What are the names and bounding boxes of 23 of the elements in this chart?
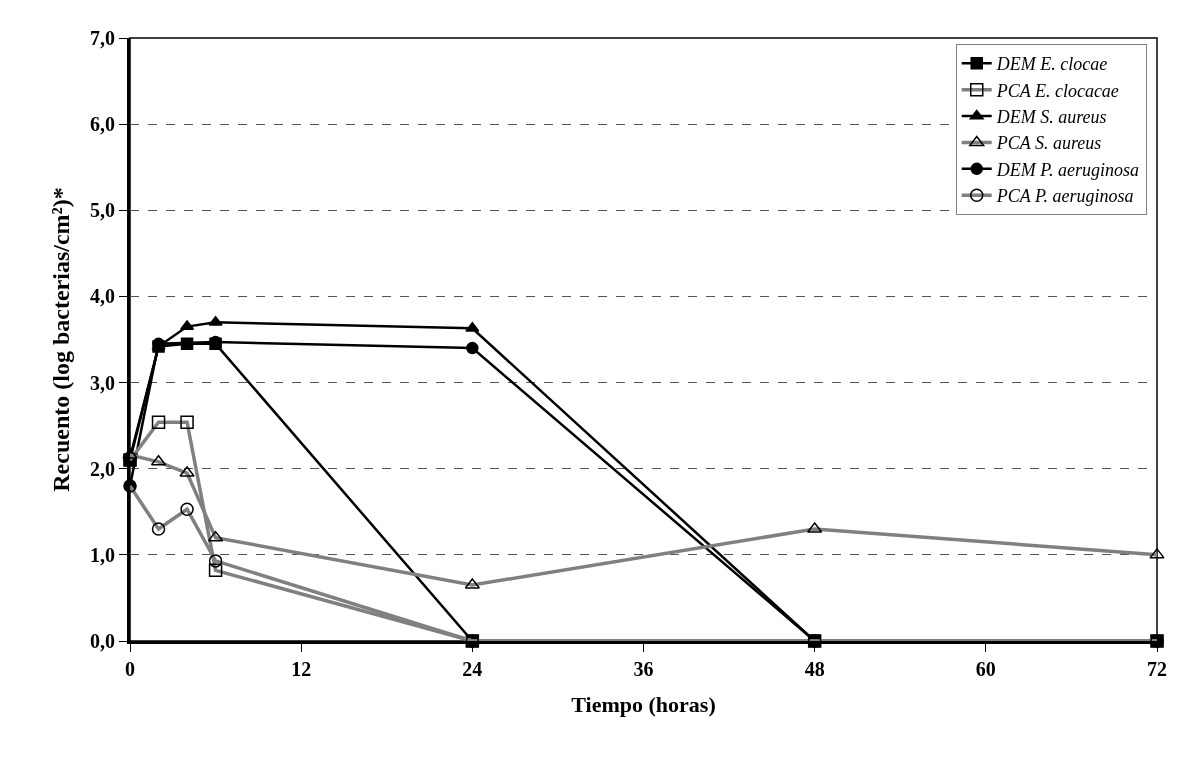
x-tick-label: 36: [633, 658, 654, 680]
legend-label: DEM S. aureus: [995, 107, 1107, 128]
y-tick-label: 7,0: [90, 27, 115, 49]
x-tick-label: 60: [975, 658, 996, 680]
y-tick-label: 4,0: [90, 285, 115, 308]
y-tick-label: 0,0: [90, 630, 115, 652]
y-tick-label: 3,0: [90, 371, 115, 394]
legend-label: PCA P. aeruginosa: [995, 186, 1134, 207]
x-tick-label: 48: [804, 658, 825, 680]
legend-label: PCA S. aureus: [995, 133, 1102, 154]
legend-label: DEM E. clocae: [995, 54, 1108, 75]
x-axis-title: Tiempo (horas): [571, 691, 716, 717]
y-tick-label: 2,0: [90, 457, 115, 480]
legend-label: DEM P. aeruginosa: [995, 159, 1139, 180]
y-tick-label: 1,0: [90, 543, 115, 566]
y-tick-label: 6,0: [90, 113, 115, 136]
y-tick-label: 5,0: [90, 199, 115, 222]
y-axis-title: Recuento (log bacterias/cm²)*: [48, 187, 75, 492]
x-tick-label: 24: [462, 658, 483, 680]
x-tick-label: 0: [125, 658, 135, 680]
x-tick-label: 72: [1147, 658, 1167, 680]
x-tick-label: 12: [291, 658, 312, 680]
legend-label: PCA E. clocacae: [995, 80, 1119, 101]
